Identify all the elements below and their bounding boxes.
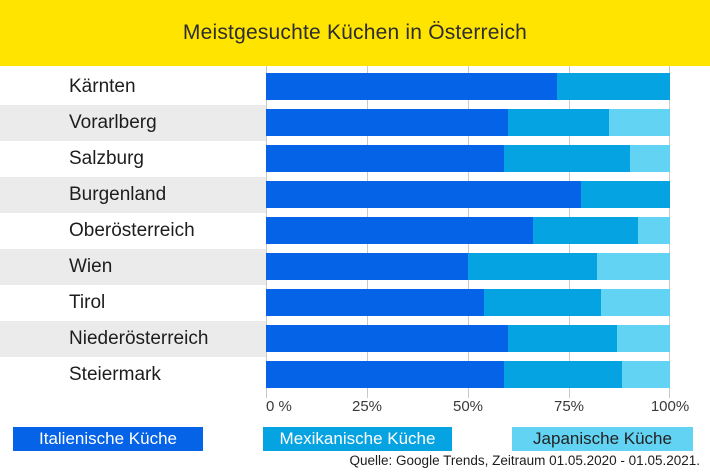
x-axis: 0 % 25% 50% 75% 100% [266, 398, 689, 416]
bar-segment-italian [266, 289, 485, 316]
row-label: Steiermark [69, 364, 161, 385]
bar-segment-mexican [508, 325, 618, 352]
chart-row: Steiermark [0, 357, 710, 393]
bar-segment-japanese [621, 361, 670, 388]
stacked-bar [266, 73, 670, 100]
row-label: Vorarlberg [0, 105, 266, 141]
legend-label-mexican: Mexikanische Küche [279, 429, 436, 448]
legend-item-mexican: Mexikanische Küche [263, 427, 452, 451]
row-label: Burgenland [0, 177, 266, 213]
bar-segment-italian [266, 217, 533, 244]
bar-segment-japanese [637, 217, 670, 244]
x-tick-label: 75% [553, 398, 585, 415]
x-tick-label: 0 % [266, 398, 292, 415]
bar-segment-mexican [468, 253, 598, 280]
source-note: Quelle: Google Trends, Zeitraum 01.05.20… [349, 453, 700, 468]
bar-track [266, 249, 670, 285]
bar-segment-italian [266, 181, 582, 208]
stacked-bar [266, 145, 670, 172]
bar-track [266, 321, 670, 357]
bar-segment-mexican [504, 145, 630, 172]
bar-segment-mexican [504, 361, 622, 388]
row-label: Tirol [69, 292, 106, 313]
bar-segment-italian [266, 361, 505, 388]
bar-segment-italian [266, 253, 468, 280]
chart-row: Burgenland [0, 177, 710, 213]
legend-label-italian: Italienische Küche [39, 429, 177, 448]
bar-segment-italian [266, 109, 509, 136]
bar-segment-italian [266, 73, 557, 100]
row-label: Oberösterreich [69, 220, 195, 241]
stacked-bar [266, 181, 670, 208]
bar-segment-mexican [484, 289, 602, 316]
chart-row: Kärnten [0, 69, 710, 105]
chart-row: Oberösterreich [0, 213, 710, 249]
bar-segment-italian [266, 145, 505, 172]
bar-segment-japanese [609, 109, 670, 136]
bar-segment-mexican [581, 181, 670, 208]
bar-track [266, 69, 670, 105]
chart-row: Salzburg [0, 141, 710, 177]
x-tick-label: 100% [650, 398, 690, 415]
chart-row: Tirol [0, 285, 710, 321]
row-label: Kärnten [69, 76, 136, 97]
bar-segment-italian [266, 325, 509, 352]
bar-segment-japanese [597, 253, 670, 280]
bar-track [266, 285, 670, 321]
x-tick-label: 50% [452, 398, 484, 415]
bar-track [266, 105, 670, 141]
bar-segment-mexican [532, 217, 638, 244]
bar-segment-mexican [508, 109, 610, 136]
stacked-bar [266, 253, 670, 280]
chart-title: Meistgesuchte Küchen in Österreich [182, 21, 528, 44]
bar-track [266, 177, 670, 213]
stacked-bar [266, 361, 670, 388]
legend: Italienische Küche Mexikanische Küche Ja… [0, 427, 710, 451]
stacked-bar [266, 325, 670, 352]
chart-row: Vorarlberg [0, 105, 710, 141]
stacked-bar [266, 289, 670, 316]
bar-track [266, 213, 670, 249]
bar-track [266, 141, 670, 177]
legend-label-japanese: Japanische Küche [533, 429, 672, 448]
bar-track [266, 357, 670, 393]
legend-item-italian: Italienische Küche [13, 427, 203, 451]
chart-row: Niederösterreich [0, 321, 710, 357]
chart-row: Wien [0, 249, 710, 285]
stacked-bar [266, 217, 670, 244]
row-label: Salzburg [69, 148, 144, 169]
bar-segment-japanese [617, 325, 670, 352]
legend-item-japanese: Japanische Küche [512, 427, 693, 451]
row-label: Niederösterreich [0, 321, 266, 357]
chart-rows: Kärnten Vorarlberg Salzburg Burgenland Oberö… [0, 69, 710, 393]
x-tick-label: 25% [351, 398, 383, 415]
title-band: Meistgesuchte Küchen in Österreich [0, 0, 710, 66]
bar-segment-japanese [629, 145, 670, 172]
stacked-bar [266, 109, 670, 136]
bar-segment-japanese [601, 289, 670, 316]
row-label: Wien [0, 249, 266, 285]
bar-segment-mexican [556, 73, 670, 100]
